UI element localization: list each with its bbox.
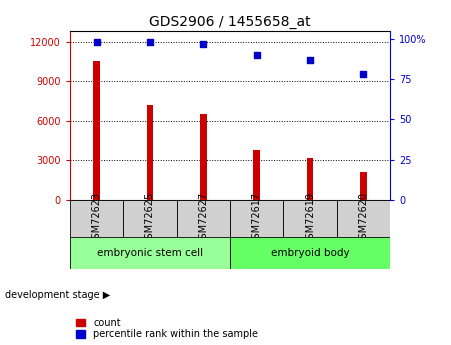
Bar [147,105,153,200]
Bar [93,61,100,200]
Bar [177,200,230,237]
Text: development stage ▶: development stage ▶ [5,290,110,300]
Point [307,57,314,63]
Bar [70,200,123,237]
Text: GSM72627: GSM72627 [198,192,208,245]
Bar [360,172,367,200]
Text: GSM72620: GSM72620 [359,192,368,245]
Bar [70,237,230,269]
Bar [123,200,177,237]
Bar [230,200,283,237]
Point [93,40,100,45]
Bar [200,114,207,200]
Bar [283,200,337,237]
Point [360,72,367,77]
Text: embryoid body: embryoid body [271,248,350,258]
Title: GDS2906 / 1455658_at: GDS2906 / 1455658_at [149,14,311,29]
Point [200,41,207,47]
Bar [230,237,390,269]
Text: GSM72625: GSM72625 [145,192,155,245]
Bar [307,158,313,200]
Legend: count, percentile rank within the sample: count, percentile rank within the sample [75,317,259,340]
Text: GSM72619: GSM72619 [305,192,315,245]
Point [146,40,153,45]
Bar [337,200,390,237]
Text: GSM72623: GSM72623 [92,192,101,245]
Point [253,52,260,58]
Text: embryonic stem cell: embryonic stem cell [97,248,203,258]
Text: GSM72617: GSM72617 [252,192,262,245]
Bar [253,150,260,200]
